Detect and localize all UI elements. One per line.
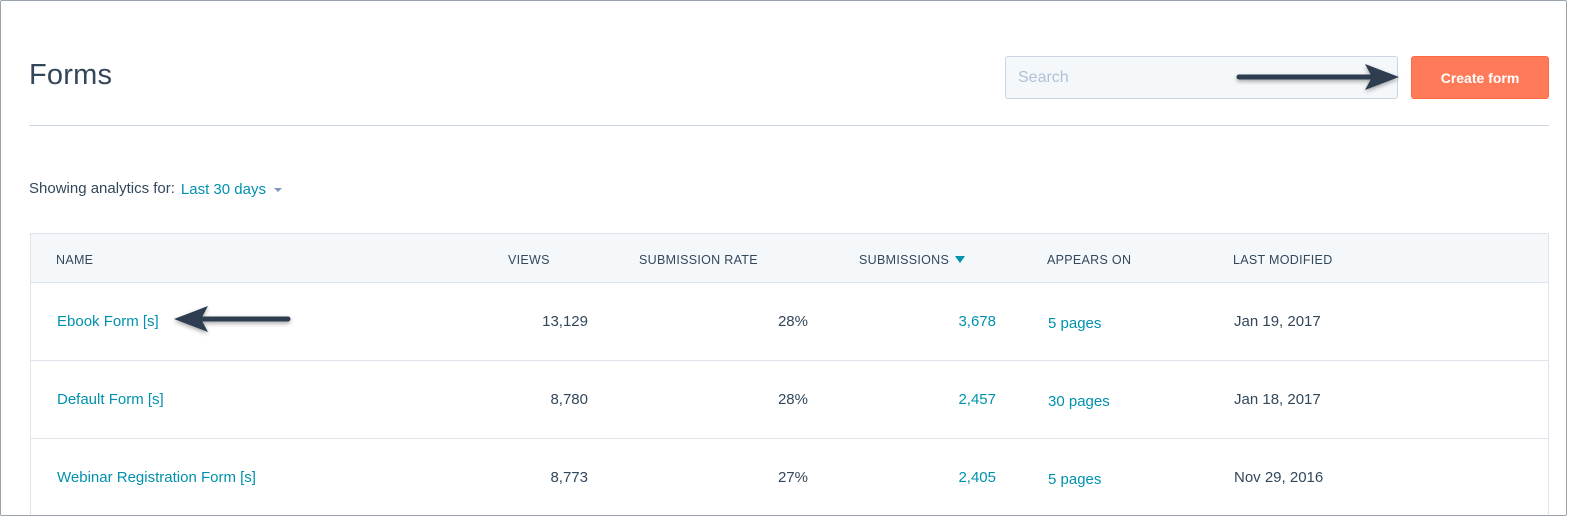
submissions-link[interactable]: 2,405 bbox=[958, 469, 996, 486]
column-header-name[interactable]: NAME bbox=[56, 253, 94, 267]
views-value: 13,129 bbox=[542, 313, 588, 330]
table-row: Default Form [s] 8,780 28% 2,457 30 page… bbox=[31, 361, 1548, 439]
column-header-submissions-label: SUBMISSIONS bbox=[859, 253, 950, 267]
sort-descending-icon bbox=[955, 256, 966, 263]
date-range-value: Last 30 days bbox=[180, 181, 266, 198]
analytics-label: Showing analytics for: bbox=[29, 180, 175, 197]
forms-table: NAME VIEWS SUBMISSION RATE SUBMISSIONS A… bbox=[30, 233, 1549, 515]
submission-rate-value: 28% bbox=[777, 391, 808, 408]
views-value: 8,773 bbox=[550, 469, 588, 486]
last-modified-value: Nov 29, 2016 bbox=[1234, 469, 1324, 486]
submissions-link[interactable]: 2,457 bbox=[958, 391, 996, 408]
table-header: NAME VIEWS SUBMISSION RATE SUBMISSIONS A… bbox=[31, 234, 1548, 283]
table-row: Ebook Form [s] 13,129 28% 3,678 5 pages … bbox=[31, 283, 1548, 361]
column-header-last-modified[interactable]: LAST MODIFIED bbox=[1233, 253, 1333, 267]
analytics-filter: Showing analytics for: Last 30 days bbox=[29, 179, 282, 198]
form-name-link[interactable]: Ebook Form [s] bbox=[57, 313, 159, 330]
submission-rate-value: 27% bbox=[777, 469, 808, 486]
date-range-dropdown[interactable]: Last 30 days bbox=[181, 181, 282, 198]
submissions-link[interactable]: 3,678 bbox=[958, 313, 996, 330]
appears-on-link[interactable]: 30 pages bbox=[1048, 393, 1110, 410]
last-modified-value: Jan 19, 2017 bbox=[1234, 313, 1321, 330]
appears-on-link[interactable]: 5 pages bbox=[1048, 471, 1102, 488]
search-input[interactable] bbox=[1005, 56, 1398, 99]
submission-rate-value: 28% bbox=[777, 313, 808, 330]
column-header-submission-rate[interactable]: SUBMISSION RATE bbox=[639, 253, 758, 267]
page-title: Forms bbox=[29, 59, 113, 91]
table-row: Webinar Registration Form [s] 8,773 27% … bbox=[31, 439, 1548, 515]
form-name-link[interactable]: Webinar Registration Form [s] bbox=[57, 469, 256, 486]
form-name-link[interactable]: Default Form [s] bbox=[57, 391, 164, 408]
views-value: 8,780 bbox=[550, 391, 588, 408]
header-divider bbox=[29, 125, 1549, 126]
last-modified-value: Jan 18, 2017 bbox=[1234, 391, 1321, 408]
column-header-appears-on[interactable]: APPEARS ON bbox=[1047, 253, 1132, 267]
chevron-down-icon bbox=[273, 187, 282, 192]
appears-on-link[interactable]: 5 pages bbox=[1048, 315, 1102, 332]
column-header-views[interactable]: VIEWS bbox=[508, 253, 550, 267]
column-header-submissions[interactable]: SUBMISSIONS bbox=[859, 253, 966, 267]
create-form-button[interactable]: Create form bbox=[1411, 56, 1549, 99]
